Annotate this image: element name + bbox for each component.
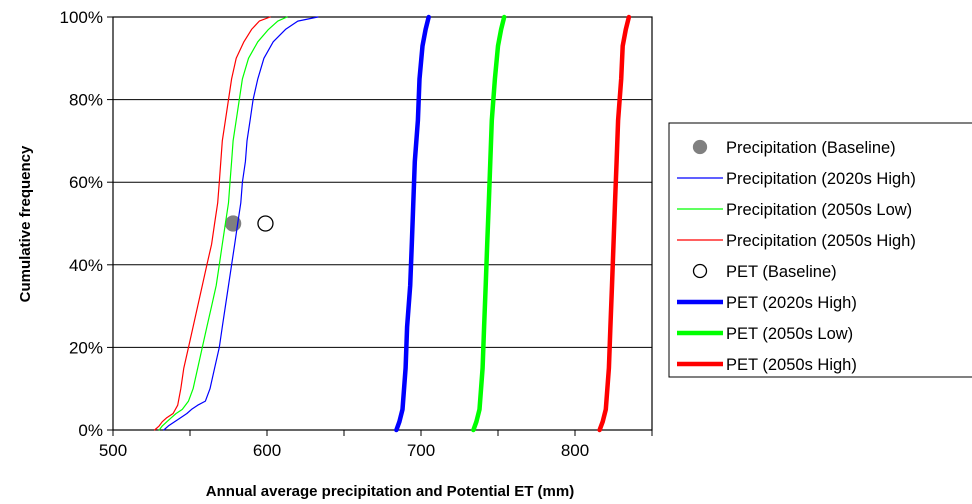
y-tick-label: 60% xyxy=(69,173,103,192)
x-tick-label: 800 xyxy=(561,441,589,460)
legend-label: Precipitation (Baseline) xyxy=(726,139,896,157)
series xyxy=(154,14,632,433)
series-line xyxy=(597,14,632,433)
x-tick-label: 600 xyxy=(253,441,281,460)
legend-label: Precipitation (2050s High) xyxy=(726,232,916,250)
legend-label: Precipitation (2050s Low) xyxy=(726,201,912,219)
legend: Precipitation (Baseline) Precipitation (2… xyxy=(668,122,972,378)
series-line xyxy=(163,16,319,431)
legend-label: Precipitation (2020s High) xyxy=(726,170,916,188)
series-line xyxy=(471,14,507,433)
y-axis-title: Cumulative frequency xyxy=(17,145,34,302)
axes: 0% 20% 40% 60% 80% 100% 500 600 700 800 xyxy=(60,8,653,460)
y-tick-label: 100% xyxy=(60,8,103,27)
data-point xyxy=(257,215,274,232)
x-tick-label: 700 xyxy=(407,441,435,460)
x-axis-title: Annual average precipitation and Potenti… xyxy=(206,483,574,500)
plot-area-frame xyxy=(112,16,653,431)
series-line xyxy=(154,16,271,431)
y-tick-label: 0% xyxy=(78,421,103,440)
series-line xyxy=(394,14,431,433)
legend-label: PET (2050s High) xyxy=(726,356,857,374)
y-tick-label: 20% xyxy=(69,338,103,357)
y-tick-label: 80% xyxy=(69,91,103,110)
legend-label: PET (2050s Low) xyxy=(726,325,853,343)
legend-swatch xyxy=(692,139,708,155)
y-tick-label: 40% xyxy=(69,256,103,275)
gridlines xyxy=(113,99,652,348)
legend-label: PET (Baseline) xyxy=(726,263,837,281)
legend-swatch xyxy=(692,263,708,279)
series-line xyxy=(158,16,288,431)
x-tick-label: 500 xyxy=(99,441,127,460)
legend-label: PET (2020s High) xyxy=(726,294,857,312)
